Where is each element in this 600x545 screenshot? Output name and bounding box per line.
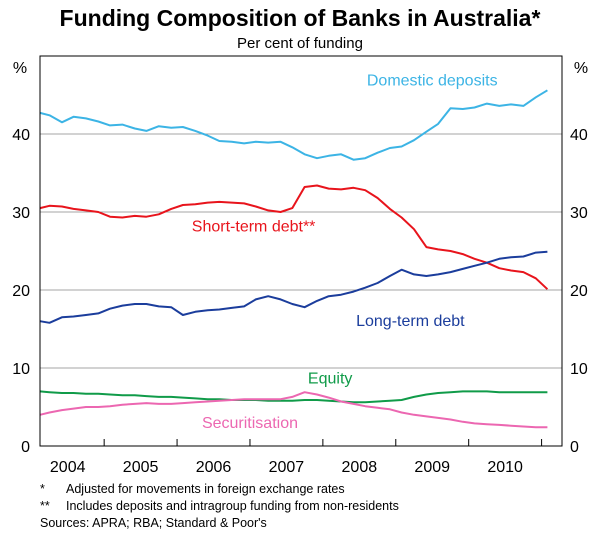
x-tick-label-2005: 2005 [123, 459, 159, 476]
left-y-axis: 0 10 20 30 40 [12, 127, 30, 456]
series-line-equity [39, 390, 548, 404]
footnotes: * Adjusted for movements in foreign exch… [40, 482, 399, 530]
x-tick-label-2004: 2004 [50, 459, 86, 476]
y-tick-label-right: 20 [570, 283, 588, 300]
chart-title: Funding Composition of Banks in Australi… [60, 5, 541, 31]
y-tick-label-left: 20 [12, 283, 30, 300]
x-tick-label-2007: 2007 [269, 459, 305, 476]
series-labels: Domestic deposits Short-term debt** Long-t… [192, 73, 498, 432]
gridlines [40, 55, 562, 446]
right-axis-unit: % [574, 60, 588, 77]
left-axis-unit: % [13, 60, 27, 77]
series-line-domestic-deposits [39, 89, 548, 161]
series-label-long-term-debt: Long-term debt [356, 313, 465, 330]
y-tick-label-left: 30 [12, 205, 30, 222]
y-tick-label-right: 30 [570, 205, 588, 222]
footnote-2-text: Includes deposits and intragroup funding… [66, 499, 399, 513]
chart-subtitle: Per cent of funding [237, 35, 363, 52]
y-tick-label-right: 10 [570, 361, 588, 378]
series-line-short-term-debt [39, 184, 549, 290]
y-tick-label-left: 0 [21, 439, 30, 456]
series-line-securitisation [39, 391, 548, 429]
x-tick-label-2010: 2010 [487, 459, 523, 476]
y-tick-label-left: 40 [12, 127, 30, 144]
footnote-1-marker: * [40, 482, 45, 496]
sources-note: Sources: APRA; RBA; Standard & Poor's [40, 516, 267, 530]
footnote-2-marker: ** [40, 499, 50, 513]
y-tick-label-left: 10 [12, 361, 30, 378]
x-tick-label-2008: 2008 [342, 459, 378, 476]
y-tick-label-right: 40 [570, 127, 588, 144]
series-label-securitisation: Securitisation [202, 415, 298, 432]
series-line-long-term-debt [39, 250, 548, 324]
footnote-1-text: Adjusted for movements in foreign exchan… [66, 482, 345, 496]
series-lines [39, 89, 549, 429]
right-y-axis: 0 10 20 30 40 [570, 127, 588, 456]
x-axis: 2004 2005 2006 2007 2008 2009 2010 [50, 459, 523, 476]
series-label-equity: Equity [308, 371, 352, 388]
series-label-short-term-debt: Short-term debt** [192, 219, 316, 236]
series-label-domestic-deposits: Domestic deposits [367, 73, 498, 90]
y-tick-label-right: 0 [570, 439, 579, 456]
x-tick-label-2006: 2006 [196, 459, 232, 476]
plot-frame [39, 55, 563, 447]
x-tick-label-2009: 2009 [414, 459, 450, 476]
